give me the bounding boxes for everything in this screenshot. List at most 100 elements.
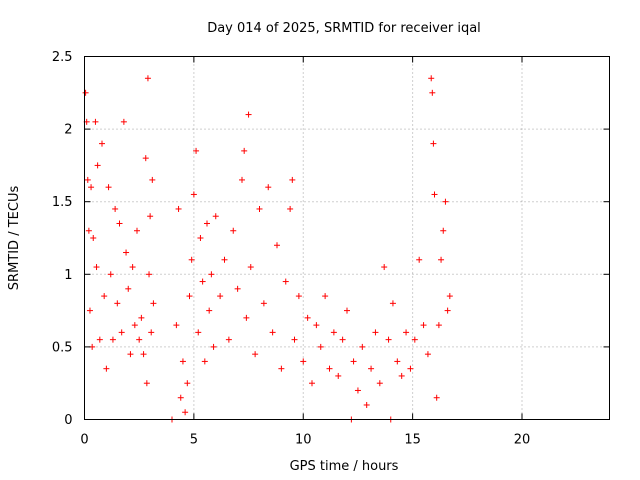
data-point (241, 147, 248, 154)
data-point (197, 235, 204, 241)
data-point (442, 198, 449, 205)
data-point (440, 227, 447, 234)
data-point (150, 300, 157, 307)
data-point (177, 394, 184, 401)
data-point (123, 249, 130, 256)
data-point (90, 235, 97, 241)
data-point (208, 271, 215, 278)
data-point (239, 176, 245, 183)
data-point (326, 365, 333, 372)
data-point (193, 147, 200, 154)
data-point (234, 285, 241, 292)
data-points-layer (82, 75, 453, 423)
data-point (363, 401, 370, 408)
data-point (291, 336, 298, 343)
data-point (247, 264, 254, 271)
x-tick-label: 0 (80, 433, 88, 448)
data-point (84, 176, 91, 183)
data-point (282, 278, 289, 285)
data-point (140, 351, 147, 358)
data-point (88, 184, 95, 191)
data-point (243, 314, 250, 321)
data-point (212, 213, 219, 220)
data-point (195, 329, 202, 336)
data-point (210, 343, 217, 350)
data-point (147, 213, 154, 220)
data-point (149, 176, 156, 183)
data-point (230, 227, 237, 234)
y-tick-label: 2.5 (52, 50, 73, 65)
chart-title: Day 014 of 2025, SRMTID for receiver iqa… (207, 21, 481, 36)
data-point (429, 89, 436, 96)
data-point (96, 336, 103, 343)
data-point (265, 184, 272, 191)
x-axis-label: GPS time / hours (290, 459, 399, 474)
data-point (389, 300, 396, 307)
data-point (142, 155, 149, 162)
data-point (335, 372, 342, 379)
data-point (118, 329, 125, 336)
data-point (184, 380, 191, 387)
x-tick-label: 10 (295, 433, 312, 448)
data-point (428, 75, 435, 82)
data-point (289, 176, 296, 183)
y-axis-label: SRMTID / TECUs (7, 186, 22, 291)
data-point (394, 358, 401, 365)
data-point (245, 111, 252, 118)
data-point (313, 322, 320, 329)
data-point (131, 322, 138, 329)
data-point (278, 365, 285, 372)
data-point (93, 264, 100, 271)
data-point (274, 242, 280, 249)
data-point (101, 293, 108, 300)
data-point (204, 220, 210, 227)
data-point (92, 118, 99, 125)
data-point (188, 256, 195, 263)
data-point (107, 271, 114, 278)
data-point (134, 227, 140, 234)
y-tick-label: 1 (64, 268, 72, 283)
data-point (339, 336, 346, 343)
x-tick-label: 15 (404, 433, 421, 448)
data-point (350, 358, 357, 365)
data-point (330, 329, 337, 336)
data-point (385, 336, 392, 343)
data-point (403, 329, 410, 336)
data-point (317, 343, 324, 350)
data-point (411, 336, 418, 343)
data-point (381, 264, 388, 271)
data-point (175, 205, 182, 212)
data-point (304, 314, 311, 321)
data-point (144, 75, 151, 82)
data-point (444, 307, 451, 314)
data-point (148, 329, 155, 336)
x-tick-label: 5 (190, 433, 198, 448)
data-point (416, 256, 423, 263)
data-point (300, 358, 307, 365)
x-tick-label: 20 (514, 433, 531, 448)
data-point (190, 191, 197, 198)
data-point (252, 351, 259, 358)
data-point (136, 336, 143, 343)
data-point (82, 89, 89, 96)
data-point (407, 365, 414, 372)
data-point (186, 293, 193, 300)
data-point (199, 278, 206, 285)
data-point (354, 387, 361, 394)
data-point (112, 205, 119, 212)
data-point (138, 314, 145, 321)
data-point (430, 140, 437, 147)
data-point (424, 351, 431, 358)
data-point (206, 307, 213, 314)
data-point (99, 140, 105, 147)
y-tick-label: 0 (64, 413, 72, 428)
data-point (287, 205, 294, 212)
data-point (225, 336, 232, 343)
data-point (85, 227, 92, 234)
plot-frame (84, 56, 610, 420)
data-point (446, 293, 453, 300)
data-point (376, 380, 383, 387)
y-tick-label: 0.5 (52, 340, 73, 355)
data-point (368, 365, 375, 372)
